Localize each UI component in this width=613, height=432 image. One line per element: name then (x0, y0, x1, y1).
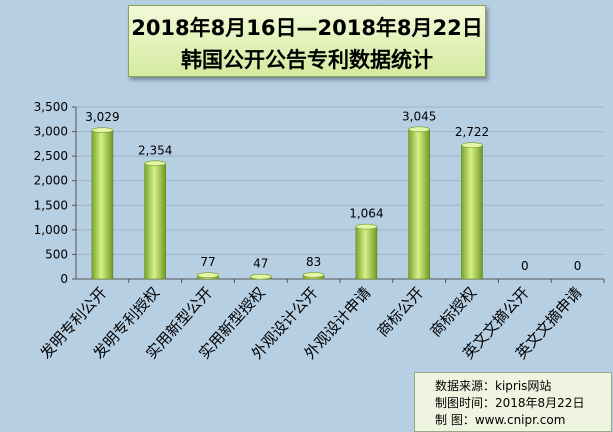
y-tick-label: 3,500 (34, 100, 68, 114)
y-tick-label: 1,000 (34, 223, 68, 237)
y-tick-label: 500 (45, 247, 68, 261)
y-tick-label: 2,500 (34, 149, 68, 163)
tick-labels: 05001,0001,5002,0002,5003,0003,500发明专利公开… (34, 100, 586, 363)
data-label: 2,722 (455, 125, 489, 139)
source-info-box: 数据来源：kipris网站 制图时间：2018年8月22日 制 图：www.cn… (414, 372, 612, 432)
bar-top (303, 272, 324, 277)
y-tick-label: 0 (60, 272, 68, 286)
bar-top (92, 128, 113, 133)
data-label: 47 (253, 257, 268, 271)
bar (356, 227, 377, 279)
bar (145, 163, 166, 279)
bar (462, 145, 483, 279)
data-label: 3,029 (85, 110, 119, 124)
data-label: 1,064 (349, 207, 383, 221)
bar-top (409, 127, 430, 132)
y-tick-label: 1,500 (34, 198, 68, 212)
y-tick-label: 3,000 (34, 125, 68, 139)
x-tick-label: 商标公开 (374, 284, 428, 341)
chart-title-box: 2018年8月16日—2018年8月22日 韩国公开公告专利数据统计 (128, 5, 486, 77)
title-date-range: 2018年8月16日—2018年8月22日 (129, 12, 485, 42)
bar-top (356, 224, 377, 229)
bar-top (198, 273, 219, 278)
y-tick-label: 2,000 (34, 174, 68, 188)
source-line: 数据来源：kipris网站 (435, 377, 551, 394)
producer-line: 制 图：www.cnipr.com (435, 411, 565, 428)
data-label: 0 (521, 259, 529, 273)
title-subject: 韩国公开公告专利数据统计 (129, 44, 485, 74)
chart-date-line: 制图时间：2018年8月22日 (435, 394, 584, 411)
data-label: 83 (306, 255, 321, 269)
data-label: 0 (574, 259, 582, 273)
bar-top (250, 274, 271, 279)
bar-top (145, 161, 166, 166)
data-label: 3,045 (402, 109, 436, 123)
bar (92, 130, 113, 279)
bar (409, 129, 430, 279)
data-label: 77 (200, 255, 215, 269)
x-tick-label: 商标授权 (426, 284, 480, 341)
bar-top (462, 143, 483, 148)
data-label: 2,354 (138, 143, 172, 157)
